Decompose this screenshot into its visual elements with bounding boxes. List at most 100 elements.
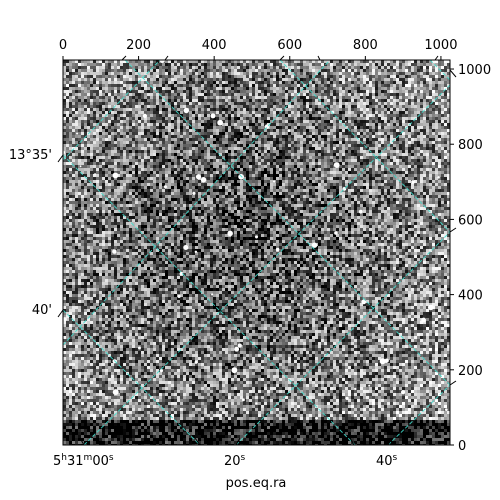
star <box>358 209 363 214</box>
dec-tick-label-0: 13°35' <box>9 148 52 163</box>
star <box>272 180 276 183</box>
ra-tick-label-1: 20s <box>224 453 246 469</box>
right-tick-label: 0 <box>458 439 466 454</box>
plot-frame <box>62 59 451 446</box>
star <box>361 299 367 305</box>
right-axis: 0 200 400 600 800 1000 <box>450 63 491 454</box>
star <box>421 317 427 323</box>
dec-axis: 13°35' 40' <box>9 148 64 318</box>
star <box>275 247 280 252</box>
star <box>112 172 119 179</box>
dec-tick-mark <box>57 309 64 318</box>
star <box>63 150 66 155</box>
star <box>344 120 347 123</box>
star <box>183 107 190 114</box>
star <box>76 132 79 135</box>
star <box>194 250 198 253</box>
grid-line <box>124 60 450 386</box>
star <box>192 191 196 195</box>
star <box>287 129 291 132</box>
right-tick-label: 800 <box>458 138 483 153</box>
top-tick-label: 200 <box>126 38 151 53</box>
star <box>217 119 223 126</box>
star <box>159 369 164 373</box>
star <box>315 416 319 420</box>
star <box>179 271 184 276</box>
right-tick-label: 1000 <box>458 63 491 78</box>
star <box>195 174 202 180</box>
star <box>137 346 141 350</box>
noise-layer <box>63 60 450 445</box>
star <box>334 231 338 235</box>
ra-tick-mark <box>79 437 85 446</box>
star <box>231 367 238 374</box>
star <box>234 346 240 352</box>
star <box>227 230 233 237</box>
grid-line <box>83 84 450 445</box>
star <box>183 244 189 251</box>
top-tick-label: 400 <box>202 38 227 53</box>
star <box>211 293 214 296</box>
star <box>437 176 440 179</box>
star <box>368 384 371 387</box>
grid-line <box>63 309 201 445</box>
star <box>346 264 349 267</box>
coordinate-grid <box>63 60 450 445</box>
star <box>401 390 406 395</box>
star <box>255 402 258 405</box>
star <box>194 360 198 364</box>
top-tick-label: 1000 <box>424 38 457 53</box>
star <box>279 257 282 260</box>
top-tick-label: 600 <box>277 38 302 53</box>
dec-tick-mark <box>57 154 64 163</box>
star <box>63 317 67 322</box>
star <box>79 165 82 168</box>
star <box>427 304 434 311</box>
star <box>237 343 242 348</box>
world-ticks-minor <box>121 55 457 386</box>
grid-line <box>387 384 450 445</box>
right-tick-label: 400 <box>458 289 483 304</box>
ra-tick-mark <box>349 437 355 446</box>
ra-axis: 5h31m00s 20s 40s <box>53 437 398 469</box>
star <box>333 162 340 168</box>
grid-line <box>63 60 161 161</box>
ra-tick-mark <box>194 437 201 446</box>
ra-tick-label-0: 5h31m00s <box>53 453 114 469</box>
right-tick-label: 600 <box>458 213 483 228</box>
ra-tick-mark <box>235 437 241 446</box>
star <box>254 235 259 239</box>
ra-tick-mark <box>387 437 393 446</box>
grid-line <box>235 231 450 445</box>
star <box>444 408 448 412</box>
star <box>159 60 165 64</box>
ra-tick-label-2: 40s <box>376 453 398 469</box>
x-axis-title: pos.eq.ra <box>226 476 287 491</box>
star <box>94 173 96 175</box>
star <box>241 398 245 402</box>
top-axis: 0 200 400 600 800 1000 <box>59 38 457 60</box>
star <box>411 180 415 184</box>
star <box>142 113 148 118</box>
grid-line <box>63 154 356 445</box>
image-panel <box>63 60 450 445</box>
stars-layer <box>63 60 448 420</box>
star <box>379 358 386 365</box>
star <box>112 249 117 254</box>
star <box>354 387 357 391</box>
grid-line <box>279 60 450 233</box>
top-tick-label: 0 <box>59 38 67 53</box>
star <box>200 177 207 183</box>
grid-line <box>429 60 450 81</box>
star <box>311 242 318 248</box>
star <box>163 185 167 189</box>
star <box>345 396 349 401</box>
star <box>112 389 119 396</box>
star <box>384 358 389 363</box>
right-tick-label: 200 <box>458 364 483 379</box>
dec-tick-label-1: 40' <box>32 303 52 318</box>
grid-line <box>63 60 331 346</box>
star <box>177 294 181 298</box>
top-tick-label: 800 <box>353 38 378 53</box>
